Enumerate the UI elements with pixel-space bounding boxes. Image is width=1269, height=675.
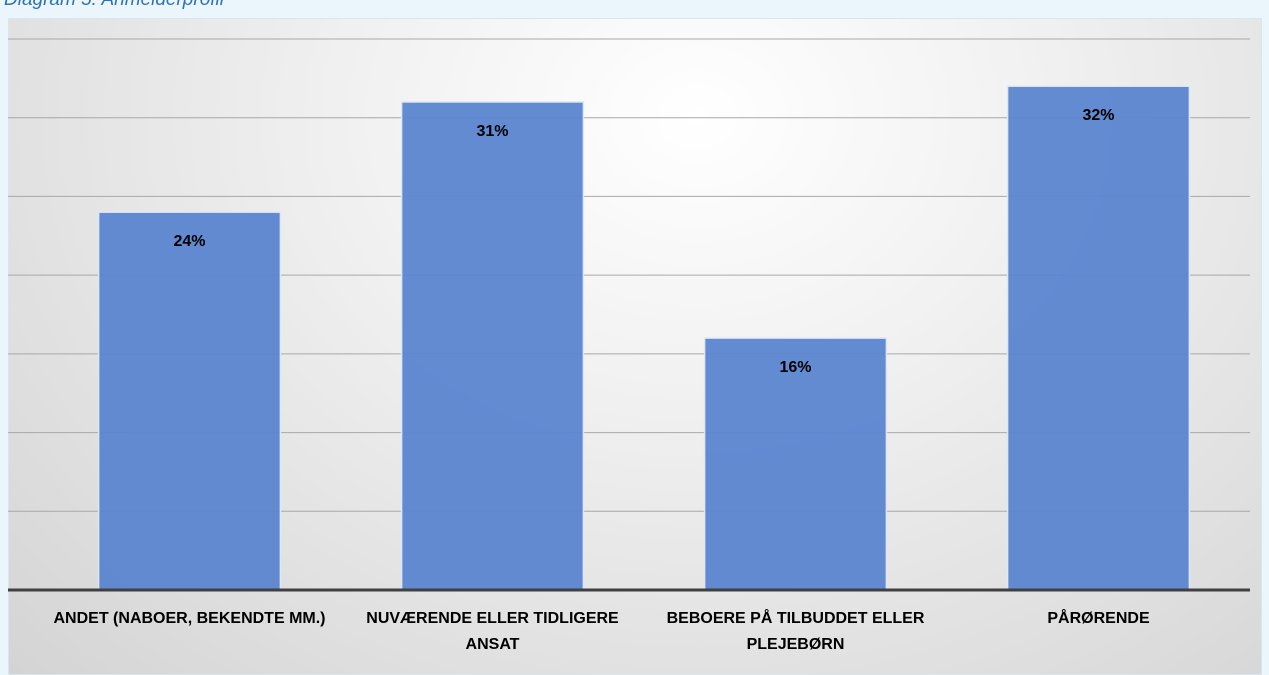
chart-title: Diagram 5: Anmelderprofil (4, 0, 224, 11)
x-tick-label: NUVÆRENDE ELLER TIDLIGERE ANSAT (366, 610, 619, 653)
bar (703, 337, 888, 591)
x-tick-label: PÅRØRENDE (1047, 610, 1150, 627)
bar (1006, 85, 1191, 591)
bar (400, 101, 585, 591)
x-tick-label: ANDET (NABOER, BEKENDTE MM.) (53, 610, 326, 627)
data-label: 16% (779, 359, 811, 376)
x-tick-label: BEBOERE PÅ TILBUDDET ELLER PLEJEBØRN (666, 610, 925, 653)
data-label: 31% (476, 123, 508, 140)
data-label: 24% (173, 233, 205, 250)
data-label: 32% (1082, 107, 1114, 124)
bar (97, 211, 282, 591)
